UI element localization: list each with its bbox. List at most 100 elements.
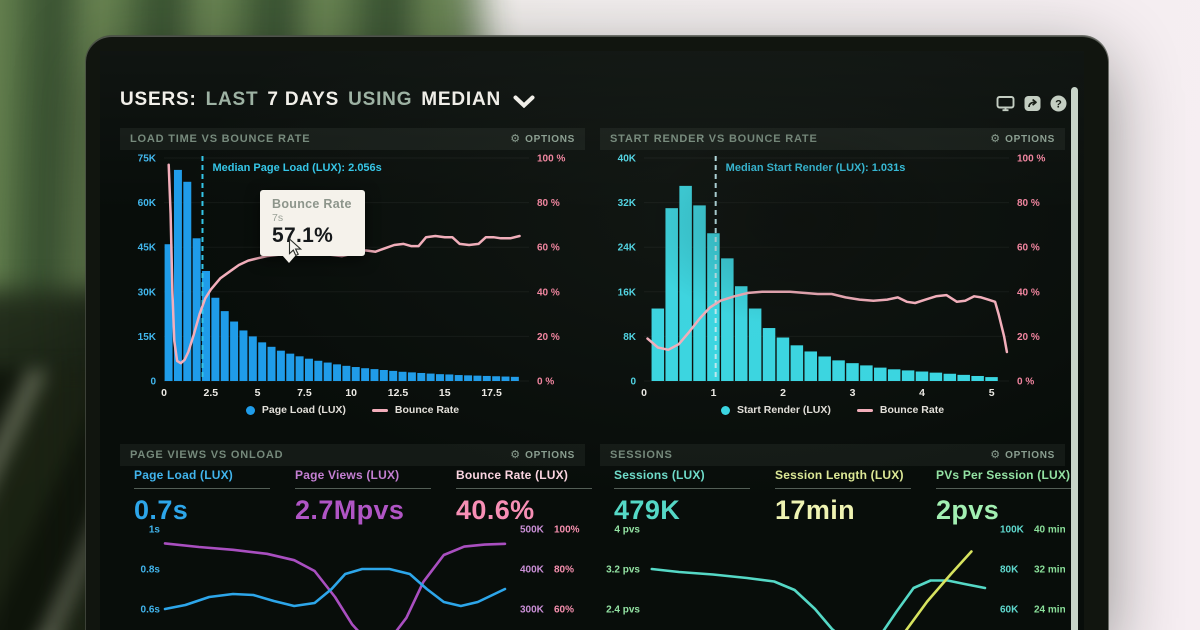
metric-label: Page Load (LUX) <box>134 468 234 482</box>
header-range-metric: MEDIAN <box>421 89 502 110</box>
svg-text:24K: 24K <box>618 243 637 254</box>
metric: PVs Per Session (LUX) 2pvs <box>936 468 1084 526</box>
svg-text:30K: 30K <box>138 287 157 298</box>
metric-label: Sessions (LUX) <box>614 468 705 482</box>
metric-divider <box>295 488 431 489</box>
legend-label: Start Render (LUX) <box>736 404 831 416</box>
panel-load-time: LOAD TIME VS BOUNCE RATE ⚙ OPTIONS 75K 10… <box>120 128 585 431</box>
metric-divider <box>456 488 592 489</box>
panel-start-render: START RENDER VS BOUNCE RATE ⚙ OPTIONS 40… <box>600 128 1065 431</box>
svg-text:40 %: 40 % <box>537 287 560 298</box>
svg-text:1s: 1s <box>149 525 161 536</box>
legend-dot-swatch <box>720 405 730 415</box>
panel-start-render-header: START RENDER VS BOUNCE RATE ⚙ OPTIONS <box>600 128 1065 150</box>
header-toolbar: ? <box>996 95 1067 112</box>
options-label: OPTIONS <box>1005 133 1055 145</box>
tooltip: Bounce Rate 7s 57.1% <box>260 190 365 263</box>
legend-label: Page Load (LUX) <box>261 404 346 416</box>
metric: Session Length (LUX) 17min <box>775 468 927 526</box>
svg-text:32K: 32K <box>618 198 637 209</box>
svg-text:20 %: 20 % <box>537 332 560 343</box>
svg-text:12.5: 12.5 <box>388 387 409 399</box>
header-range-days: 7 DAYS <box>267 89 340 110</box>
svg-text:80K: 80K <box>1000 565 1019 576</box>
chart-load-time[interactable]: 75K 100 % 60K 80 % 45K 60 % 30K 40 % 15K 20 % 0 0 %… <box>120 150 585 409</box>
legend-load-time: Page Load (LUX) Bounce Rate <box>120 404 585 416</box>
panel-title: LOAD TIME VS BOUNCE RATE <box>130 133 311 145</box>
svg-text:0 %: 0 % <box>537 377 554 388</box>
svg-text:500K: 500K <box>520 525 545 536</box>
gear-icon: ⚙ <box>990 132 1001 145</box>
options-button[interactable]: ⚙ OPTIONS <box>510 133 575 145</box>
metric-divider <box>134 488 270 489</box>
legend-item: Bounce Rate <box>856 404 944 416</box>
metric-divider <box>614 488 750 489</box>
metric: Page Load (LUX) 0.7s <box>134 468 286 526</box>
legend-line-swatch <box>856 408 873 412</box>
metric-divider <box>775 488 911 489</box>
options-button[interactable]: ⚙ OPTIONS <box>990 132 1055 145</box>
svg-text:40 %: 40 % <box>1017 287 1040 298</box>
svg-text:45K: 45K <box>138 243 157 254</box>
metric-value: 2.7Mpvs <box>295 495 405 525</box>
svg-text:4 pvs: 4 pvs <box>614 525 640 536</box>
cursor-icon <box>288 238 303 257</box>
help-icon[interactable]: ? <box>1050 95 1067 112</box>
svg-text:0: 0 <box>150 377 156 388</box>
svg-text:40 min: 40 min <box>1034 525 1065 536</box>
panel-sessions-header: SESSIONS ⚙ OPTIONS <box>600 444 1065 466</box>
header-range-using: USING <box>348 89 413 110</box>
share-icon[interactable] <box>1024 95 1041 112</box>
options-button[interactable]: ⚙ OPTIONS <box>510 448 575 461</box>
chart-pageviews-onload[interactable]: 1s 500K 100% 0.8s 400K 80% 0.6s 300K 60% <box>120 520 585 630</box>
svg-text:?: ? <box>1055 98 1062 110</box>
svg-text:4: 4 <box>919 387 925 399</box>
svg-text:100%: 100% <box>554 525 580 536</box>
display-icon[interactable] <box>996 95 1015 112</box>
svg-text:5: 5 <box>989 387 995 399</box>
svg-text:20 %: 20 % <box>1017 332 1040 343</box>
svg-text:2: 2 <box>780 387 786 399</box>
chart-sessions[interactable]: 4 pvs 100K 40 min 3.2 pvs 80K 32 min 2.4 pvs 60… <box>600 520 1066 630</box>
svg-text:100K: 100K <box>1000 525 1025 536</box>
metric-divider <box>936 488 1072 489</box>
chevron-down-icon[interactable] <box>513 95 535 108</box>
scrollbar[interactable] <box>1071 87 1078 630</box>
legend-item: Page Load (LUX) <box>245 404 346 416</box>
tooltip-time: 7s <box>272 212 284 224</box>
panel-title: PAGE VIEWS VS ONLOAD <box>130 449 284 461</box>
svg-text:15: 15 <box>439 387 451 399</box>
options-label: OPTIONS <box>525 133 575 145</box>
tooltip-title: Bounce Rate <box>272 197 352 211</box>
legend-line-swatch <box>371 408 388 412</box>
svg-text:80 %: 80 % <box>1017 198 1040 209</box>
dashboard-screen: USERS: LAST 7 DAYS USING MEDIAN <box>100 51 1084 630</box>
options-button[interactable]: ⚙ OPTIONS <box>990 449 1055 461</box>
panel-load-time-header: LOAD TIME VS BOUNCE RATE ⚙ OPTIONS <box>120 128 585 150</box>
svg-text:Median Page Load (LUX): 2.056s: Median Page Load (LUX): 2.056s <box>212 162 381 174</box>
svg-text:0: 0 <box>630 377 636 388</box>
svg-text:3: 3 <box>850 387 856 399</box>
svg-text:15K: 15K <box>138 332 157 343</box>
users-range-dropdown[interactable]: USERS: LAST 7 DAYS USING MEDIAN <box>120 89 535 111</box>
metric-value: 17min <box>775 495 856 525</box>
metric: Bounce Rate (LUX) 40.6% <box>456 468 608 526</box>
panel-title: START RENDER VS BOUNCE RATE <box>610 133 818 145</box>
svg-text:60 %: 60 % <box>537 243 560 254</box>
laptop-bezel: USERS: LAST 7 DAYS USING MEDIAN <box>86 36 1108 630</box>
metric-label: Page Views (LUX) <box>295 468 400 482</box>
metric-value: 2pvs <box>936 495 1000 525</box>
gear-icon: ⚙ <box>510 448 521 461</box>
svg-text:75K: 75K <box>138 154 157 165</box>
svg-text:7.5: 7.5 <box>297 387 312 399</box>
svg-text:2.5: 2.5 <box>203 387 218 399</box>
metric-value: 40.6% <box>456 495 535 525</box>
legend-start-render: Start Render (LUX) Bounce Rate <box>600 404 1065 416</box>
svg-text:400K: 400K <box>520 565 545 576</box>
metric-label: PVs Per Session (LUX) <box>936 468 1071 482</box>
svg-text:Median Start Render (LUX): 1.0: Median Start Render (LUX): 1.031s <box>726 162 906 174</box>
svg-text:60 %: 60 % <box>1017 243 1040 254</box>
svg-text:100 %: 100 % <box>1017 154 1045 165</box>
chart-start-render[interactable]: 40K 100 % 32K 80 % 24K 60 % 16K 40 % 8K 20 % 0 0 % M… <box>600 150 1065 409</box>
